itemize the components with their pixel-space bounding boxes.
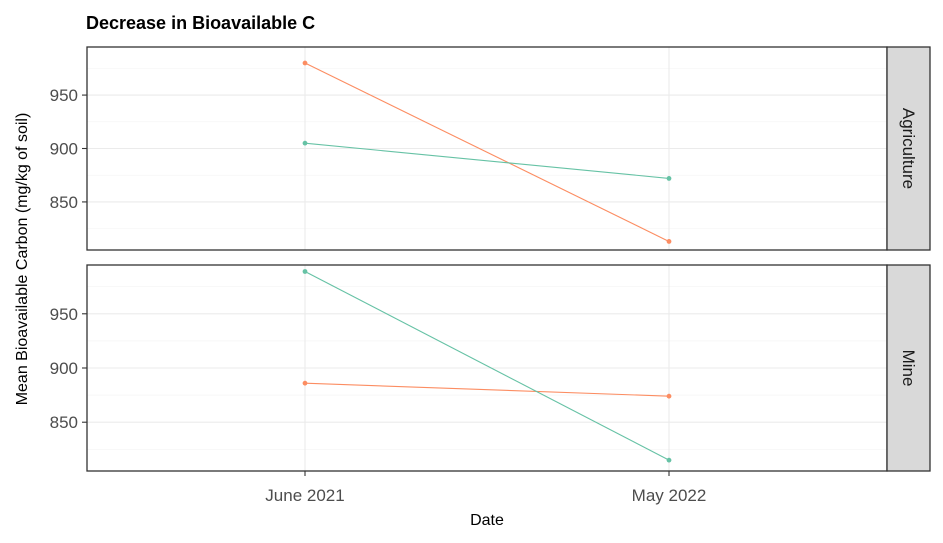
x-axis: June 2021 May 2022: [265, 471, 706, 505]
chart-title: Decrease in Bioavailable C: [86, 13, 315, 33]
y-tick-label: 900: [50, 359, 78, 378]
facet-panels: 850 900 950 Agriculture 850 900 950 Mine: [50, 46, 931, 472]
data-point: [302, 380, 308, 386]
y-tick-label: 900: [50, 140, 78, 159]
facet-strip: [886, 264, 931, 472]
x-axis-title: Date: [470, 512, 504, 529]
data-point: [666, 176, 672, 181]
x-tick-label: June 2021: [265, 486, 344, 505]
facet-panel-mine: 850 900 950 Mine: [50, 264, 931, 472]
data-point: [302, 140, 308, 146]
facet-strip-label: Agriculture: [899, 108, 918, 189]
data-point: [302, 60, 308, 66]
series-line-2: [304, 271, 670, 461]
data-point: [666, 457, 672, 463]
y-axis-title: Mean Bioavailable Carbon (mg/kg of soil): [14, 113, 31, 406]
data-point: [666, 393, 672, 399]
series-line-2: [304, 142, 670, 179]
facet-strip: [886, 46, 931, 251]
y-tick-label: 950: [50, 86, 78, 105]
y-tick-label: 850: [50, 193, 78, 212]
facet-strip-label: Mine: [899, 350, 918, 387]
data-point: [666, 239, 672, 244]
series-line-1: [304, 62, 670, 242]
series-line-1: [304, 382, 670, 397]
data-point: [302, 269, 308, 274]
facet-panel-agriculture: 850 900 950 Agriculture: [50, 46, 931, 251]
y-tick-label: 850: [50, 413, 78, 432]
x-tick-label: May 2022: [632, 486, 707, 505]
y-tick-label: 950: [50, 305, 78, 324]
